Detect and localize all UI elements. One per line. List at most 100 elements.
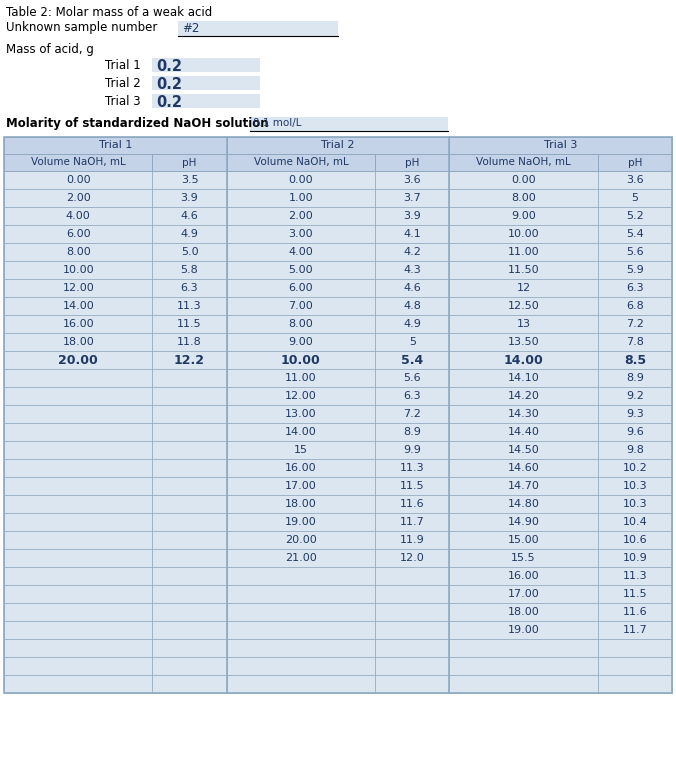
Text: 5.4: 5.4	[626, 229, 644, 239]
Bar	[4, 567, 153, 585]
Bar	[226, 315, 375, 333]
Text: 3.00: 3.00	[289, 229, 313, 239]
Text: 6.00: 6.00	[289, 283, 313, 293]
Bar	[153, 207, 226, 225]
Text: 16.00: 16.00	[62, 319, 94, 329]
Bar	[375, 171, 450, 189]
Text: 20.00: 20.00	[58, 354, 98, 367]
Bar	[598, 585, 672, 603]
Bar	[153, 154, 226, 171]
Text: 5.4: 5.4	[401, 354, 423, 367]
Bar	[153, 261, 226, 279]
Text: Trial 3: Trial 3	[544, 141, 577, 151]
Bar	[450, 315, 598, 333]
Bar	[4, 621, 153, 639]
Text: 17.00: 17.00	[285, 481, 317, 491]
Bar	[152, 94, 260, 108]
Bar	[375, 639, 450, 657]
Text: 3.7: 3.7	[404, 193, 421, 203]
Bar	[598, 495, 672, 513]
Text: 13.00: 13.00	[285, 409, 316, 419]
Text: 14.00: 14.00	[504, 354, 544, 367]
Bar	[4, 171, 153, 189]
Bar	[598, 351, 672, 369]
Bar	[153, 657, 226, 675]
Bar	[450, 459, 598, 477]
Bar	[226, 675, 375, 693]
Bar	[226, 549, 375, 567]
Bar	[598, 171, 672, 189]
Bar	[375, 154, 450, 171]
Bar	[226, 189, 375, 207]
Text: 11.3: 11.3	[623, 571, 647, 581]
Bar	[375, 423, 450, 441]
Text: 14.90: 14.90	[508, 517, 539, 527]
Text: 15.00: 15.00	[508, 535, 539, 545]
Bar	[375, 441, 450, 459]
Bar	[375, 585, 450, 603]
Bar	[226, 279, 375, 297]
Bar	[226, 603, 375, 621]
Text: 3.6: 3.6	[626, 175, 644, 185]
Text: Volume NaOH, mL: Volume NaOH, mL	[31, 157, 126, 168]
Text: 10.3: 10.3	[623, 481, 647, 491]
Text: 6.00: 6.00	[66, 229, 91, 239]
Bar	[4, 315, 153, 333]
Bar	[450, 171, 598, 189]
Bar	[598, 639, 672, 657]
Bar	[450, 225, 598, 243]
Bar	[375, 405, 450, 423]
Bar	[598, 261, 672, 279]
Bar	[4, 585, 153, 603]
Text: Unknown sample number: Unknown sample number	[6, 21, 158, 34]
Text: 12.00: 12.00	[285, 391, 317, 401]
Bar	[153, 567, 226, 585]
Text: 5.0: 5.0	[180, 247, 198, 257]
Bar	[598, 279, 672, 297]
Bar	[4, 423, 153, 441]
Text: 4.00: 4.00	[66, 211, 91, 221]
Bar	[226, 495, 375, 513]
Bar	[450, 333, 598, 351]
Text: pH: pH	[628, 157, 642, 168]
Text: 11.7: 11.7	[400, 517, 425, 527]
Bar	[450, 549, 598, 567]
Text: 19.00: 19.00	[285, 517, 317, 527]
Text: 14.20: 14.20	[508, 391, 539, 401]
Bar	[4, 639, 153, 657]
Bar	[598, 154, 672, 171]
Bar	[450, 261, 598, 279]
Text: 11.5: 11.5	[177, 319, 202, 329]
Text: 5.9: 5.9	[626, 265, 644, 275]
Text: 11.6: 11.6	[623, 607, 647, 617]
Text: 4.6: 4.6	[404, 283, 421, 293]
Text: 4.9: 4.9	[180, 229, 199, 239]
Text: 16.00: 16.00	[285, 463, 316, 473]
Text: 10.9: 10.9	[623, 553, 647, 563]
Text: 14.00: 14.00	[62, 301, 94, 311]
Text: 10.00: 10.00	[62, 265, 94, 275]
Text: 11.7: 11.7	[623, 625, 647, 635]
Bar	[450, 137, 672, 154]
Text: 10.4: 10.4	[623, 517, 647, 527]
Text: 6.8: 6.8	[626, 301, 644, 311]
Bar	[450, 675, 598, 693]
Bar	[153, 351, 226, 369]
Bar	[4, 369, 153, 387]
Text: 20.00: 20.00	[285, 535, 317, 545]
Bar	[450, 513, 598, 531]
Bar	[226, 154, 375, 171]
Text: 11.9: 11.9	[400, 535, 425, 545]
Bar	[226, 585, 375, 603]
Text: Table 2: Molar mass of a weak acid: Table 2: Molar mass of a weak acid	[6, 6, 212, 19]
Bar	[375, 243, 450, 261]
Text: 11.8: 11.8	[177, 337, 202, 347]
Text: Trial 3: Trial 3	[105, 95, 141, 108]
Bar	[4, 154, 153, 171]
Text: 14.00: 14.00	[285, 427, 317, 437]
Bar	[450, 657, 598, 675]
Bar	[153, 441, 226, 459]
Bar	[4, 549, 153, 567]
Text: 3.9: 3.9	[180, 193, 199, 203]
Bar	[152, 58, 260, 72]
